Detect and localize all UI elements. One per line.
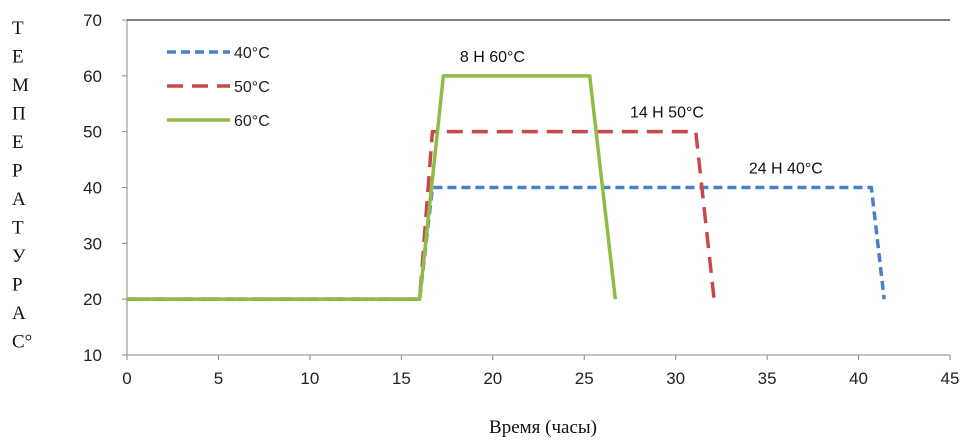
- annotations: 8 Н 60°С 14 Н 50°С 24 Н 40°С: [460, 49, 823, 178]
- y-label-letter: А: [12, 303, 26, 324]
- tick-labels: 0 5 10 15 20 25 30 35 40 45 10 20 30 40 50 60 70: [83, 11, 959, 388]
- y-label-letter: Р: [12, 161, 23, 182]
- y-label-letter: Т: [12, 218, 24, 239]
- y-tick-label: 10: [83, 346, 102, 365]
- y-tick-label: 50: [83, 123, 102, 142]
- y-label-letter: У: [12, 246, 26, 267]
- y-label-letter: Т: [12, 18, 24, 39]
- y-tick-label: 20: [83, 290, 102, 309]
- y-tick-label: 60: [83, 67, 102, 86]
- legend-label: 50°C: [234, 79, 270, 96]
- y-label-letter: С°: [12, 332, 32, 353]
- series-line: [127, 185, 886, 301]
- x-tick-label: 15: [392, 369, 411, 388]
- legend-label: 60°C: [234, 113, 270, 130]
- x-tick-label: 20: [483, 369, 502, 388]
- x-tick-label: 0: [122, 369, 131, 388]
- x-tick-label: 45: [941, 369, 960, 388]
- y-tick-label: 70: [83, 11, 102, 30]
- x-tick-label: 30: [666, 369, 685, 388]
- x-tick-label: 5: [214, 369, 223, 388]
- x-tick-label: 25: [575, 369, 594, 388]
- y-label-letter: Е: [12, 47, 24, 68]
- y-tick-label: 40: [83, 179, 102, 198]
- y-label-letter: А: [12, 189, 26, 210]
- legend-label: 40°C: [234, 45, 270, 62]
- y-label-letter: Е: [12, 132, 24, 153]
- legend: 40°C 50°C 60°C: [167, 45, 270, 130]
- x-tick-label: 35: [758, 369, 777, 388]
- y-label-letter: М: [12, 75, 29, 96]
- x-axis-label: Время (часы): [489, 417, 597, 438]
- annotation-label: 8 Н 60°С: [460, 49, 525, 66]
- series-lines: [127, 74, 886, 301]
- y-label-letter: П: [12, 104, 26, 125]
- y-label-letter: Р: [12, 275, 23, 296]
- annotation-label: 24 Н 40°С: [749, 161, 823, 178]
- x-tick-label: 40: [849, 369, 868, 388]
- axes: [122, 19, 951, 360]
- x-tick-label: 10: [300, 369, 319, 388]
- series-line: [127, 74, 618, 301]
- series-line: [127, 129, 716, 301]
- y-tick-label: 30: [83, 234, 102, 253]
- annotation-label: 14 Н 50°С: [630, 105, 704, 122]
